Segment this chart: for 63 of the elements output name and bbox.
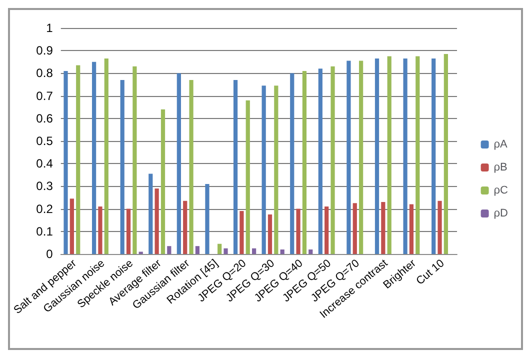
bar bbox=[160, 109, 166, 254]
bar bbox=[308, 249, 313, 254]
bar bbox=[64, 70, 68, 254]
bar bbox=[324, 206, 329, 254]
bar bbox=[262, 86, 266, 254]
y-tick-label: 0.4 bbox=[36, 156, 54, 171]
y-tick-label: 0.6 bbox=[36, 111, 54, 126]
y-tick-label: 0.5 bbox=[36, 134, 54, 148]
bar bbox=[381, 202, 386, 254]
bar bbox=[92, 62, 96, 254]
y-tick-label: 1 bbox=[46, 21, 54, 35]
bar bbox=[352, 203, 357, 254]
bar bbox=[70, 198, 74, 254]
bar bbox=[189, 80, 194, 254]
bar bbox=[296, 208, 300, 254]
bar bbox=[218, 244, 222, 254]
y-tick-label: 0 bbox=[46, 247, 54, 261]
bar bbox=[126, 208, 131, 254]
bar bbox=[318, 68, 322, 254]
bar bbox=[438, 200, 442, 254]
bar bbox=[416, 56, 420, 254]
bar bbox=[154, 188, 159, 254]
bar bbox=[148, 174, 153, 254]
bar bbox=[290, 73, 294, 254]
bar bbox=[274, 86, 278, 254]
bar bbox=[98, 206, 102, 254]
bar bbox=[409, 204, 414, 254]
bar bbox=[233, 80, 238, 254]
y-tick-label: 0.3 bbox=[36, 179, 54, 194]
bar bbox=[167, 246, 172, 254]
bar bbox=[120, 80, 124, 254]
bar bbox=[205, 184, 210, 254]
bar bbox=[358, 60, 364, 254]
legend-label: ρA bbox=[494, 138, 508, 150]
bar bbox=[374, 58, 380, 254]
bar bbox=[346, 60, 351, 254]
legend-label: ρB bbox=[494, 162, 508, 174]
bar bbox=[403, 58, 408, 254]
y-tick-label: 0.2 bbox=[36, 202, 54, 216]
bar bbox=[252, 248, 256, 254]
bar bbox=[246, 100, 250, 254]
bar bbox=[132, 66, 137, 254]
bar bbox=[387, 56, 392, 254]
bar bbox=[240, 211, 244, 254]
bar bbox=[104, 58, 108, 254]
x-tick-label: Cut 10 bbox=[414, 257, 447, 288]
y-tick-label: 0.9 bbox=[36, 44, 54, 58]
bar bbox=[195, 246, 200, 254]
bar bbox=[183, 200, 188, 254]
bar bbox=[280, 249, 284, 254]
bar bbox=[224, 248, 228, 254]
y-tick-label: 0.8 bbox=[36, 66, 54, 80]
legend-label: ρD bbox=[494, 208, 508, 220]
y-tick-label: 0.7 bbox=[36, 88, 54, 103]
bar bbox=[268, 214, 272, 254]
bar bbox=[330, 66, 335, 254]
bar bbox=[302, 70, 307, 254]
bar bbox=[176, 73, 181, 254]
legend-label: ρC bbox=[494, 184, 508, 196]
y-tick-label: 0.1 bbox=[36, 224, 54, 238]
bar bbox=[76, 65, 80, 254]
bar bbox=[444, 54, 448, 254]
bar bbox=[432, 58, 436, 254]
